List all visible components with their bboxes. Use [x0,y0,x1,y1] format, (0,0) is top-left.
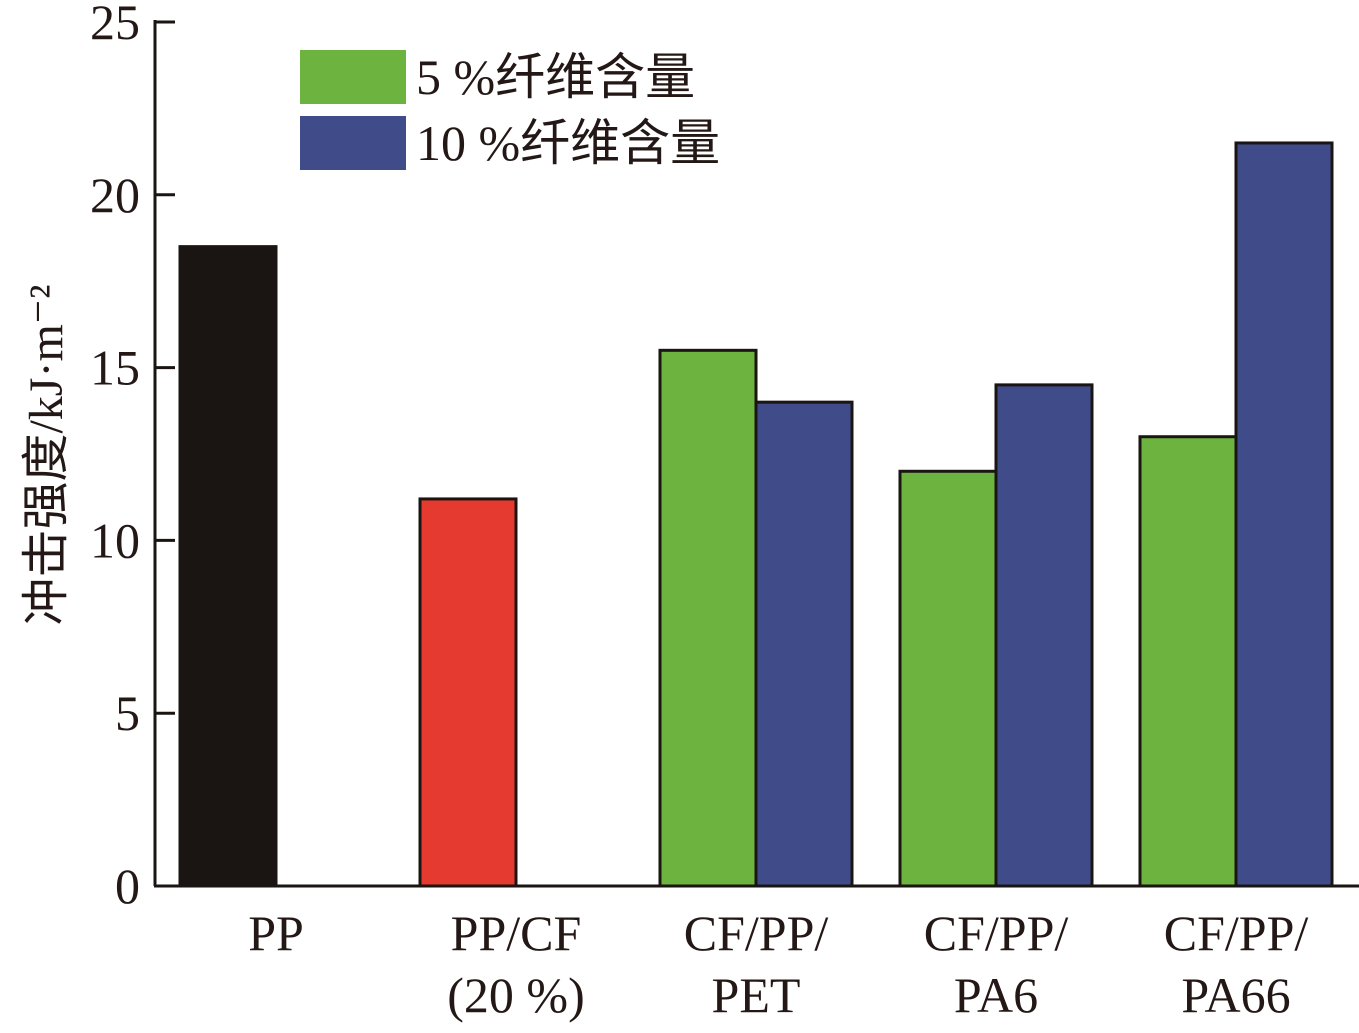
y-tick-label: 20 [90,167,140,223]
legend-label: 5 %纤维含量 [416,49,695,105]
x-category-label: CF/PP/PA6 [924,905,1069,1023]
bar-2 [658,348,758,888]
y-ticks: 0 5 10 15 20 25 [90,0,175,914]
legend: 5 %纤维含量 10 %纤维含量 [300,49,720,171]
x-category-labels: PP PP/CF (20 %) CF/PP/PET CF/PP/PA6 CF/PP/PA6… [248,905,1308,1023]
x-category-label: CF/PP/PA66 [1164,905,1309,1023]
y-axis-title: 冲击强度/kJ·m⁻² [20,284,73,625]
bar-6 [1138,435,1238,888]
x-category-label: PP [248,905,304,961]
y-tick-label: 15 [90,340,140,396]
bar-4 [898,469,998,888]
legend-label: 10 %纤维含量 [416,115,720,171]
bars-layer [178,141,1334,888]
legend-swatch [300,116,406,170]
legend-swatch [300,50,406,104]
y-tick-label: 25 [90,0,140,50]
x-category-label: CF/PP/PET [684,905,829,1023]
bar-0 [178,245,278,888]
y-tick-label: 5 [115,685,140,741]
axes-layer [153,20,1359,888]
bar-5 [994,383,1094,888]
y-tick-label: 0 [115,858,140,914]
bar-7 [1234,141,1334,888]
bar-1 [418,497,518,888]
x-category-label: PP/CF (20 %) [447,905,584,1023]
bar-3 [754,400,854,888]
y-tick-label: 10 [90,512,140,568]
